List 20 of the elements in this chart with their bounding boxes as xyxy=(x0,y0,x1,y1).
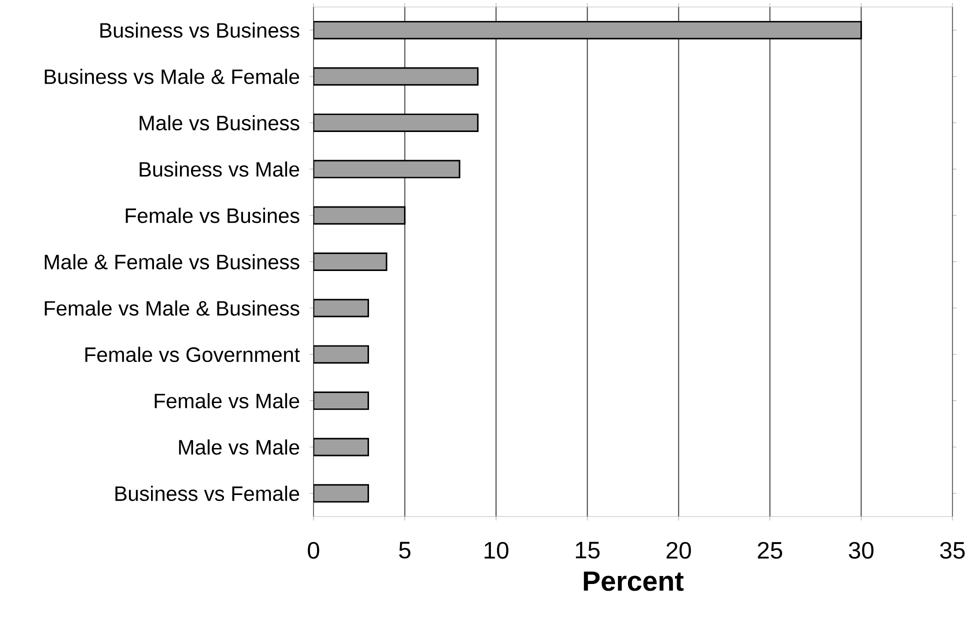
x-tick-label: 20 xyxy=(666,542,691,559)
y-tick-label: Female vs Government xyxy=(85,346,300,362)
y-tick-label: Business vs Business xyxy=(100,22,300,38)
y-tick-label: Business vs Male & Female xyxy=(44,68,300,84)
y-tick-label: Male vs Male xyxy=(179,439,300,455)
x-tick-label: 25 xyxy=(758,542,782,559)
x-tick-label: 35 xyxy=(940,542,965,559)
y-tick-label: Business vs Male xyxy=(140,161,300,177)
x-tick-label: 15 xyxy=(576,542,600,559)
y-tick-label: Female vs Male & Business xyxy=(44,300,300,316)
x-tick-label: 10 xyxy=(484,542,508,559)
x-tick-label: 5 xyxy=(399,542,410,559)
y-tick-label: Male & Female vs Business xyxy=(44,254,300,270)
y-tick-label: Male vs Business xyxy=(140,115,300,130)
x-tick-label: 30 xyxy=(848,542,874,559)
x-axis-title: Percent xyxy=(584,572,684,591)
x-tick-label: 0 xyxy=(308,542,320,559)
y-tick-label: Female vs Busines xyxy=(126,208,300,224)
y-tick-label: Female vs Male xyxy=(154,393,300,408)
y-tick-label: Business vs Female xyxy=(115,486,300,502)
